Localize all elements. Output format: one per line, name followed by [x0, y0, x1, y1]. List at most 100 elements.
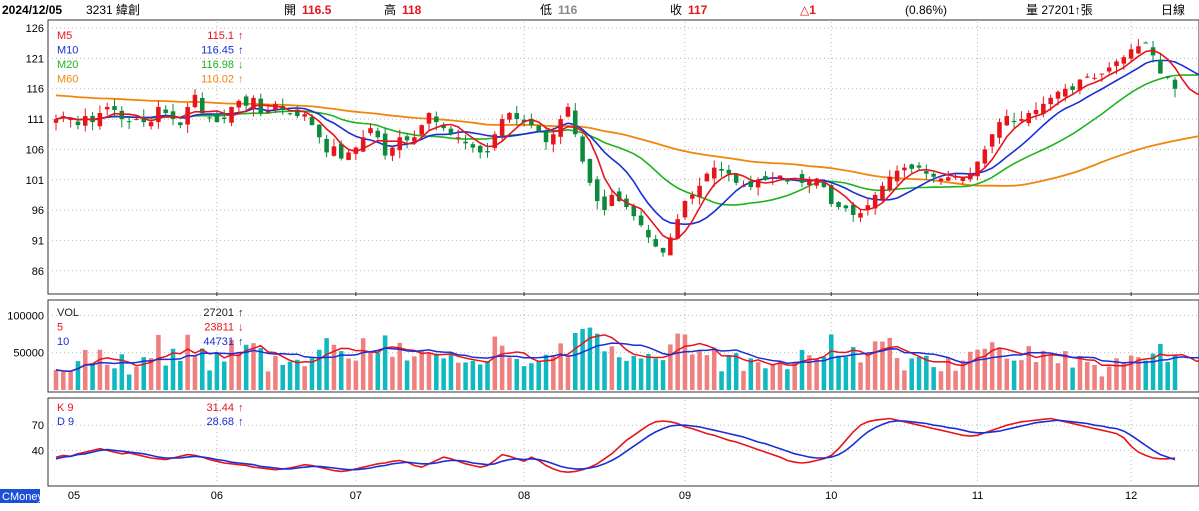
candle-body [1165, 76, 1170, 78]
volume-bar [580, 328, 585, 390]
volume-bar [1033, 362, 1039, 390]
volume-bar [390, 356, 395, 390]
volume-bar [68, 371, 73, 390]
volume-bar [229, 339, 234, 390]
candle-body [126, 121, 132, 123]
volume-bar [785, 369, 790, 390]
price-change-pct: (0.86%) [905, 3, 947, 17]
candle-body [748, 181, 754, 188]
volume-bar [185, 334, 190, 390]
volume-bar [770, 364, 776, 390]
candle-body [499, 119, 505, 136]
volume-bar [982, 348, 988, 390]
volume-bar [302, 366, 307, 390]
candle-body [836, 202, 841, 208]
candle-body [565, 106, 571, 117]
candle-body [1114, 61, 1119, 67]
candle-body [902, 167, 907, 171]
price-tick-label: 126 [26, 23, 44, 35]
legend-label: VOL [57, 307, 79, 319]
volume-bar [1004, 358, 1010, 390]
legend-label: M20 [57, 59, 78, 71]
volume-bar [894, 358, 900, 390]
volume-bar [499, 345, 505, 390]
volume-bar [953, 370, 958, 390]
volume-bar [668, 344, 673, 390]
candle-body [580, 136, 585, 162]
candle-body [587, 158, 593, 183]
candle-body [265, 111, 271, 113]
candle-body [880, 185, 885, 200]
candle-body [887, 176, 893, 190]
candle-body [368, 128, 373, 134]
kd-tick-label: 70 [32, 420, 44, 432]
price-change: △1 [800, 3, 816, 17]
close-label: 收 [670, 3, 682, 17]
candle-body [295, 109, 300, 117]
month-label: 06 [211, 490, 223, 502]
candle-body [82, 116, 88, 126]
candle-body [675, 219, 680, 239]
month-label: 12 [1125, 490, 1137, 502]
candle-body [397, 137, 403, 151]
volume-bar [631, 355, 637, 390]
candle-body [390, 147, 395, 156]
candle-body [112, 106, 117, 110]
volume-bar [126, 374, 132, 390]
volume-bar [660, 360, 666, 390]
candle-body [309, 116, 315, 126]
candle-body [960, 177, 966, 181]
legend-arrow: ↑ [238, 45, 244, 57]
legend-label: M10 [57, 45, 78, 57]
volume-bar [733, 353, 739, 390]
volume-bar [1070, 367, 1075, 390]
candle-body [200, 97, 205, 114]
candle-body [1077, 79, 1083, 91]
volume-bar [1150, 353, 1156, 390]
grid-lines [48, 22, 1199, 484]
volume-bar [75, 361, 81, 390]
candle-body [1121, 57, 1127, 64]
volume-bar [412, 356, 417, 390]
volume-bar [748, 358, 754, 390]
candle-body [156, 106, 161, 123]
volume-bar [470, 360, 476, 390]
low-label: 低 [540, 3, 552, 17]
candle-body [551, 134, 556, 145]
ma20-line-group [55, 74, 1199, 206]
volume-bar [368, 351, 373, 390]
candle-body [448, 128, 454, 135]
volume-ma5-line [55, 334, 1199, 372]
legend-value: 31.44 [206, 402, 234, 414]
legend-label: M5 [57, 30, 72, 42]
candle-body [1070, 86, 1075, 90]
candle-body [412, 137, 417, 142]
brand-text: CMoney [2, 491, 43, 503]
candle-body [170, 111, 176, 120]
candle-body [507, 113, 512, 120]
candle-body [982, 149, 988, 164]
volume-bar [353, 360, 359, 390]
candle-body [214, 113, 220, 123]
volume-bar [690, 354, 695, 390]
volume-bar [426, 353, 432, 390]
legend-value: 44731 [203, 336, 234, 348]
volume-bar [141, 357, 147, 390]
candle-body [207, 117, 212, 119]
kd-tick-label: 40 [32, 445, 44, 457]
candle-body [946, 177, 951, 181]
candle-body [763, 176, 768, 180]
candle-body [514, 113, 520, 120]
legend-value: 28.68 [206, 416, 234, 428]
candle-body [302, 114, 307, 117]
legend-arrow: ↓ [238, 59, 244, 71]
ma5-line [55, 49, 1199, 241]
volume-bar [258, 348, 264, 390]
volume-bar [529, 363, 534, 390]
month-label: 11 [972, 490, 983, 502]
candle-body [441, 124, 446, 129]
volume-bar [755, 362, 761, 390]
candle-body [492, 134, 498, 149]
volume-bar [375, 352, 381, 390]
